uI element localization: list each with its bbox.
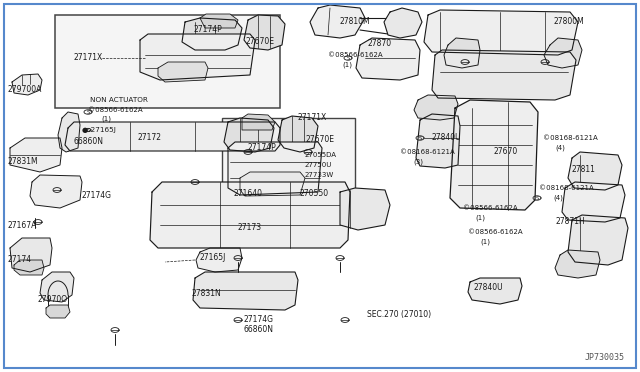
Text: 279700A: 279700A [8,86,42,94]
Polygon shape [544,38,582,68]
Text: 27870: 27870 [368,39,392,48]
Text: (1): (1) [480,239,490,245]
Polygon shape [58,112,80,152]
Polygon shape [340,188,390,230]
Polygon shape [196,248,242,272]
Polygon shape [424,10,578,55]
Text: ©08168-6121A: ©08168-6121A [400,149,455,155]
Text: 271640: 271640 [234,189,263,198]
Text: 27165J: 27165J [200,253,227,262]
Polygon shape [150,182,350,248]
Text: 27172: 27172 [138,134,162,142]
Text: 27811: 27811 [571,166,595,174]
Bar [222,118,355,210]
Polygon shape [182,18,242,50]
Polygon shape [228,142,322,195]
Text: 27670: 27670 [493,148,517,157]
Text: 27840U: 27840U [432,134,461,142]
Text: 27173: 27173 [237,224,261,232]
Text: NON ACTUATOR: NON ACTUATOR [90,97,148,103]
Polygon shape [30,175,82,208]
Polygon shape [240,172,305,196]
Polygon shape [356,38,420,80]
Text: S: S [86,128,90,132]
Text: ©08566-6162A: ©08566-6162A [328,52,383,58]
Text: 27171X: 27171X [73,52,102,61]
Text: S: S [419,135,422,141]
Text: 27800M: 27800M [553,17,584,26]
Text: 27174G: 27174G [82,192,112,201]
Polygon shape [384,8,422,38]
Polygon shape [244,15,285,50]
Text: 27171X: 27171X [298,113,327,122]
Text: 270550: 270550 [299,189,328,198]
Polygon shape [140,34,255,80]
Polygon shape [10,138,62,172]
Text: ©08566-6162A: ©08566-6162A [463,205,518,211]
Polygon shape [555,250,600,278]
Text: 27733W: 27733W [305,172,334,178]
Polygon shape [568,152,622,190]
Polygon shape [65,122,280,151]
Polygon shape [562,182,625,222]
Polygon shape [200,14,238,28]
Text: (1): (1) [342,62,352,68]
Text: 27174P: 27174P [193,26,221,35]
Text: ©08566-6162A: ©08566-6162A [88,107,143,113]
Text: 27167A: 27167A [8,221,37,230]
Text: 66860N: 66860N [243,326,273,334]
Polygon shape [224,118,274,152]
Polygon shape [468,278,522,304]
Polygon shape [46,305,70,318]
Polygon shape [40,272,74,302]
Text: S: S [346,55,349,61]
Polygon shape [12,74,42,95]
Text: ©08566-6162A: ©08566-6162A [468,229,523,235]
Text: JP730035: JP730035 [585,353,625,362]
Polygon shape [10,238,52,272]
Polygon shape [416,114,460,168]
Text: ©08168-6121A: ©08168-6121A [543,135,598,141]
Text: S: S [535,196,539,201]
Text: (1): (1) [475,215,485,221]
Text: ● 27165J: ● 27165J [82,127,116,133]
Text: 27670E: 27670E [305,135,334,144]
Text: (3): (3) [413,159,423,165]
Text: 27055DA: 27055DA [305,152,337,158]
Text: 27831N: 27831N [192,289,221,298]
Polygon shape [568,215,628,265]
Text: 27750U: 27750U [305,162,332,168]
Text: (4): (4) [555,145,565,151]
Text: (4): (4) [553,195,563,201]
Polygon shape [278,116,318,152]
Text: 27810M: 27810M [340,17,371,26]
Polygon shape [14,260,44,275]
Text: (1): (1) [101,116,111,122]
Text: 27670E: 27670E [245,38,274,46]
Text: ©08168-6121A: ©08168-6121A [539,185,594,191]
Polygon shape [450,100,538,210]
Polygon shape [432,50,576,100]
Text: 27840U: 27840U [474,283,504,292]
Text: SEC.270 (27010): SEC.270 (27010) [367,311,431,320]
Text: 27174P: 27174P [248,144,276,153]
Bar [55,15,280,108]
Text: 66860N: 66860N [73,138,103,147]
Text: 27174: 27174 [8,256,32,264]
Text: 27970O: 27970O [38,295,68,305]
Text: 27174G: 27174G [243,315,273,324]
Text: S: S [86,109,90,115]
Text: 27871H: 27871H [555,218,585,227]
Text: 27831M: 27831M [8,157,38,167]
Polygon shape [158,62,208,82]
Polygon shape [242,114,275,130]
Polygon shape [310,5,365,38]
Polygon shape [444,38,480,68]
Polygon shape [414,95,458,120]
Polygon shape [193,272,298,310]
